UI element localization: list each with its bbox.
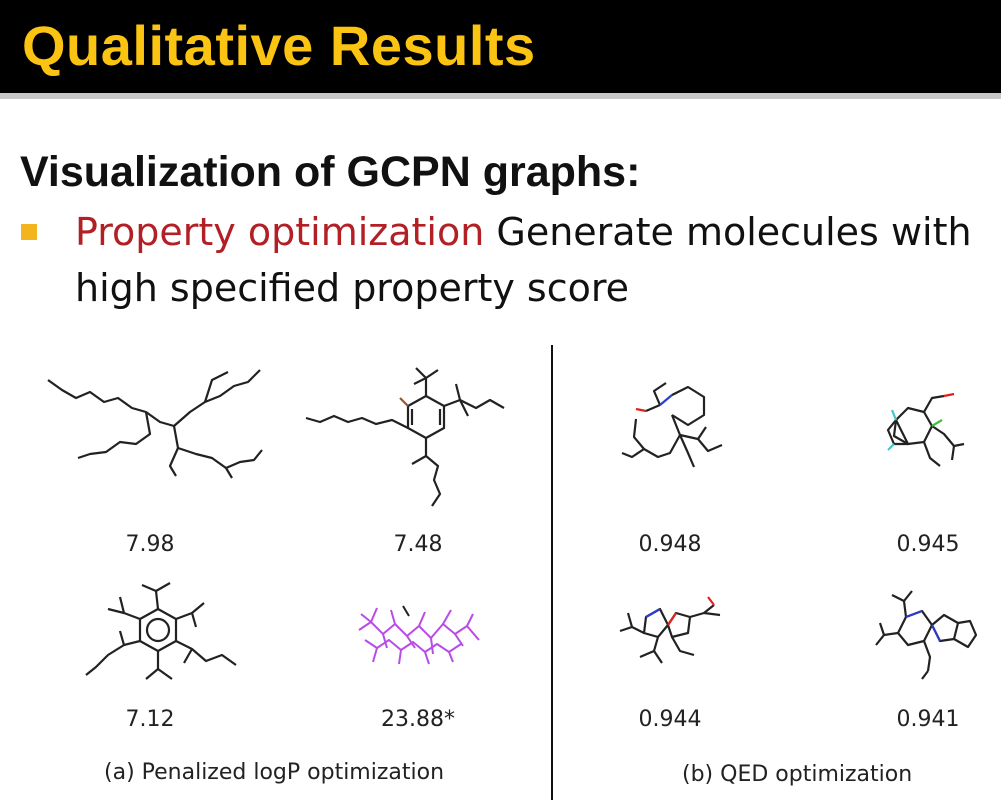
bullet-text: Property optimization Generate molecules… xyxy=(75,204,985,316)
slide-title: Qualitative Results xyxy=(22,14,536,77)
score-a2: 7.48 xyxy=(393,532,443,557)
score-b3: 0.944 xyxy=(638,707,702,732)
caption-panel-a: (a) Penalized logP optimization xyxy=(104,760,445,785)
slide-heading: Visualization of GCPN graphs: xyxy=(20,148,641,196)
molecule-a1 xyxy=(47,369,263,479)
caption-panel-b: (b) QED optimization xyxy=(682,762,913,787)
molecule-a4-invalid xyxy=(358,605,480,665)
bullet-highlight: Property optimization xyxy=(75,210,485,254)
molecule-b4 xyxy=(875,590,978,680)
title-divider xyxy=(0,93,1001,99)
score-b1: 0.948 xyxy=(638,532,702,557)
score-a3: 7.12 xyxy=(125,707,175,732)
panel-divider xyxy=(551,345,553,800)
molecule-a3 xyxy=(85,582,237,680)
molecule-b3 xyxy=(619,596,721,664)
score-a1: 7.98 xyxy=(125,532,175,557)
score-b4: 0.941 xyxy=(896,707,960,732)
bullet-body: Generate molecules with high specified p… xyxy=(75,210,972,310)
score-a4: 23.88* xyxy=(381,707,455,732)
molecule-a2 xyxy=(305,367,505,507)
molecule-b1 xyxy=(621,382,723,468)
title-bar: Qualitative Results xyxy=(0,0,1001,93)
bullet-square-icon xyxy=(21,224,37,240)
score-b2: 0.945 xyxy=(896,532,960,557)
molecule-b2 xyxy=(886,392,965,467)
